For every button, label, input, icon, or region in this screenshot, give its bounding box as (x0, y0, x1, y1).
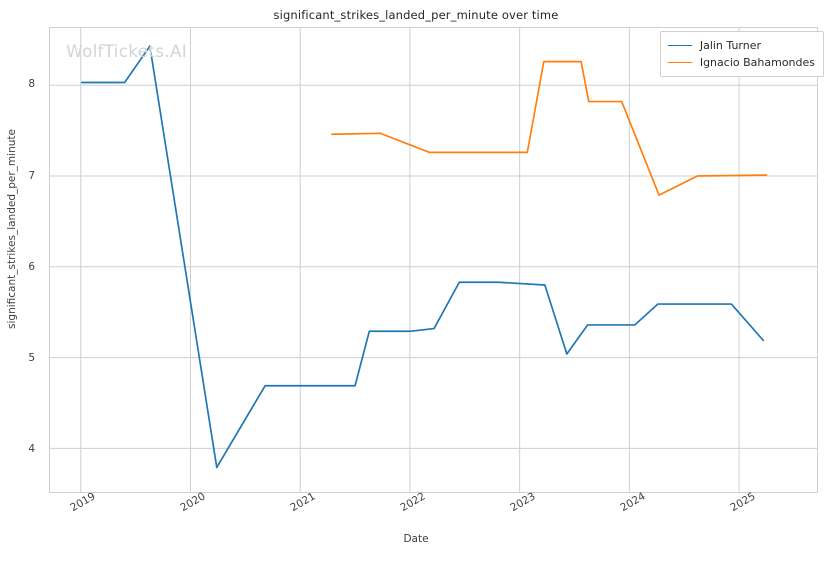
plot-area: WolfTickets.AI (49, 27, 818, 493)
x-tick-2024: 2024 (618, 490, 648, 515)
x-tick-2023: 2023 (508, 490, 538, 515)
y-tick-8: 8 (28, 78, 35, 91)
y-tick-6: 6 (28, 260, 35, 273)
chart-legend[interactable]: Jalin Turner Ignacio Bahamondes (659, 31, 824, 77)
legend-swatch-icon (667, 45, 692, 46)
series-line-1 (331, 60, 768, 196)
x-axis-label: Date (403, 533, 429, 545)
x-axis-tick-labels: 2019 2020 2021 2022 2023 2024 2025 (49, 490, 818, 535)
y-axis-label: significant_strikes_landed_per_minute (6, 129, 18, 329)
chart-title: significant_strikes_landed_per_minute ov… (273, 8, 559, 22)
legend-label: Ignacio Bahamondes (699, 56, 815, 69)
legend-swatch-icon (667, 62, 692, 63)
series-lines (80, 45, 768, 469)
y-tick-4: 4 (28, 443, 35, 456)
legend-item-0[interactable]: Jalin Turner (667, 37, 815, 54)
y-axis-tick-labels: 4 5 6 7 8 (0, 27, 42, 493)
y-tick-7: 7 (28, 169, 35, 182)
x-tick-2019: 2019 (68, 490, 98, 515)
grid-lines (50, 28, 817, 492)
series-line-0 (80, 45, 765, 469)
legend-item-1[interactable]: Ignacio Bahamondes (667, 54, 815, 71)
legend-label: Jalin Turner (699, 39, 762, 52)
x-tick-2022: 2022 (398, 490, 428, 515)
x-tick-2021: 2021 (288, 490, 318, 515)
x-tick-2020: 2020 (178, 490, 208, 515)
y-tick-5: 5 (28, 352, 35, 365)
x-tick-2025: 2025 (728, 490, 758, 515)
